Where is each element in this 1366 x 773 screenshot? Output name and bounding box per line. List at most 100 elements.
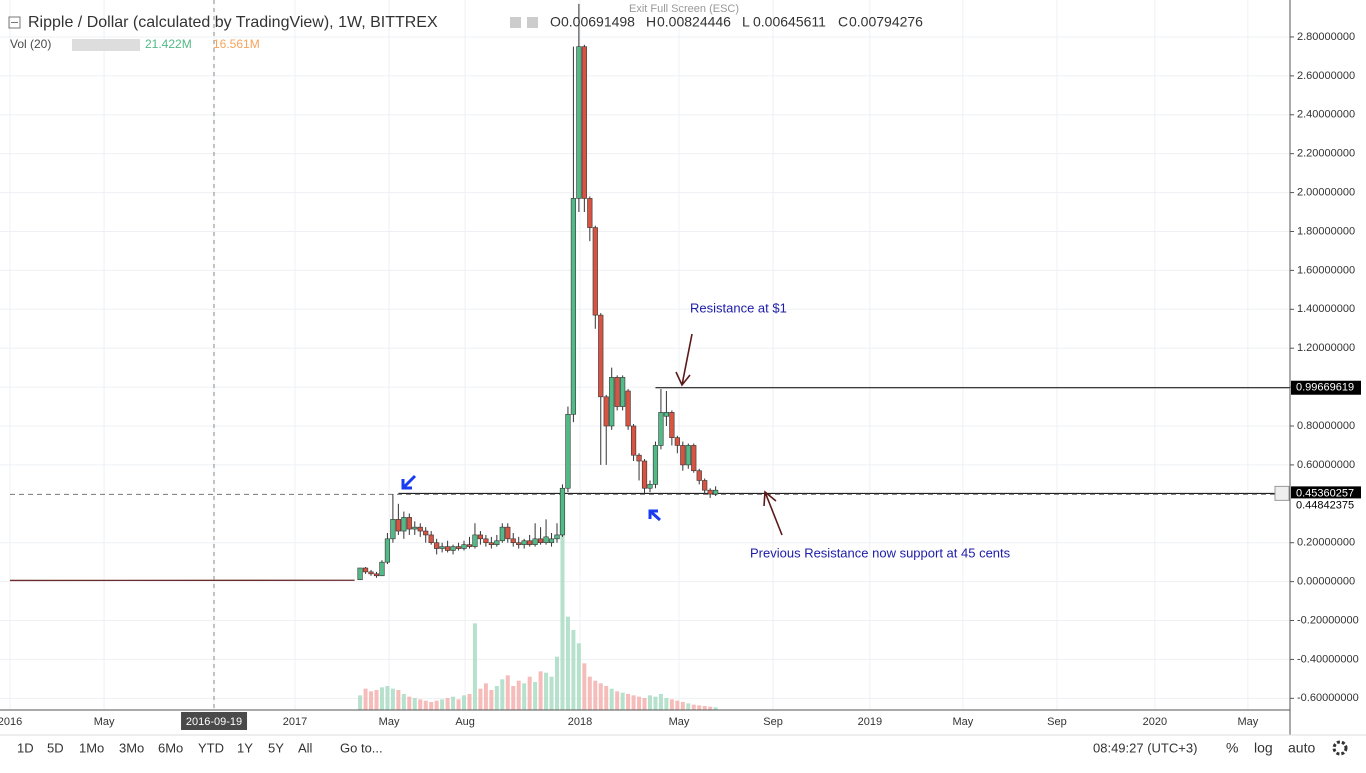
volume-bar (643, 698, 647, 710)
candle-body (511, 539, 516, 543)
volume-bar (610, 689, 614, 710)
volume-bar (539, 671, 543, 710)
volume-bar (692, 705, 696, 710)
range-button[interactable]: 5D (47, 740, 64, 755)
candle-body (549, 539, 554, 543)
candle-body (560, 488, 565, 535)
range-button[interactable]: 6Mo (158, 740, 183, 755)
auto-toggle[interactable]: auto (1288, 740, 1315, 756)
ohlc-value: 0.00794276 (849, 14, 923, 30)
y-tick-label: 0.20000000 (1297, 537, 1355, 549)
candle-body (686, 445, 691, 464)
price-label: 0.45360257 (1296, 487, 1354, 499)
candle-body (412, 527, 417, 529)
candle-body (369, 572, 374, 574)
clock: 08:49:27 (UTC+3) (1093, 740, 1197, 755)
x-tick-label: 2020 (1143, 716, 1167, 728)
candle-body (609, 377, 614, 426)
candle-body (708, 490, 713, 494)
candle-body (675, 438, 680, 446)
range-button[interactable]: 1Mo (79, 740, 104, 755)
x-tick-label: May (379, 716, 400, 728)
candle-body (505, 527, 510, 539)
volume-bar (681, 702, 685, 710)
volume-icons[interactable] (72, 39, 140, 51)
log-toggle[interactable]: log (1254, 740, 1273, 756)
candle-body (713, 490, 718, 494)
candle-body (615, 377, 620, 406)
candle-body (582, 47, 587, 199)
volume-bar (544, 673, 548, 710)
volume-bar (511, 686, 515, 710)
ohlc-value: 0.00645611 (753, 14, 826, 30)
volume-bar (429, 702, 433, 710)
volume-bar (653, 697, 657, 710)
volume-bar (440, 699, 444, 710)
candle-body (467, 545, 472, 547)
volume-bar (566, 617, 570, 710)
goto[interactable]: Go to... (340, 740, 383, 755)
candle-body (664, 412, 669, 416)
candle-body (500, 527, 505, 541)
volume-bar (522, 683, 526, 710)
volume-bar (637, 697, 641, 710)
volume-bar (626, 694, 630, 710)
x-tick-label: May (669, 716, 690, 728)
range-button[interactable]: 3Mo (119, 740, 144, 755)
volume-bar (560, 513, 564, 710)
volume-bar (555, 657, 559, 710)
candle-body (702, 480, 707, 490)
candle-body (681, 445, 686, 464)
x-tick-label: May (952, 716, 973, 728)
range-button[interactable]: 1D (17, 740, 34, 755)
price-label: 0.99669619 (1296, 382, 1354, 394)
percent-toggle[interactable]: % (1226, 740, 1238, 756)
candle-body (538, 539, 543, 543)
candle-body (588, 198, 593, 227)
candle-body (691, 445, 696, 470)
candle-body (456, 547, 461, 549)
x-tick-label: Sep (1047, 716, 1067, 728)
y-tick-label: 1.40000000 (1297, 303, 1355, 315)
add-level-button[interactable] (1275, 486, 1289, 500)
settings-icon[interactable] (527, 17, 538, 28)
annotation: Previous Resistance now support at 45 ce… (750, 545, 1011, 560)
candle-body (626, 391, 631, 426)
candle-body (555, 535, 560, 539)
volume-ma: 16.561M (213, 37, 260, 51)
volume-bar (582, 663, 586, 710)
candle-body (533, 539, 538, 545)
range-button[interactable]: 5Y (268, 740, 284, 755)
volume-bar (413, 698, 417, 710)
volume-bar (418, 699, 422, 710)
candle-body (631, 426, 636, 455)
volume-bar (385, 686, 389, 710)
volume-bar (495, 686, 499, 710)
candle-body (358, 568, 363, 580)
candle-body (374, 574, 379, 576)
ohlc-value: 0.00824446 (657, 14, 731, 30)
x-tick-label: 2016 (0, 716, 22, 728)
candle-body (620, 377, 625, 406)
volume-bar (599, 683, 603, 710)
candle-body (473, 535, 478, 547)
candle-body (577, 47, 582, 199)
range-button[interactable]: YTD (198, 740, 224, 755)
ohlc-label: L (742, 14, 750, 30)
settings-icon[interactable] (510, 17, 521, 28)
volume-bar (369, 691, 373, 710)
volume-bar (517, 681, 521, 710)
annotation: Resistance at $1 (690, 300, 787, 315)
volume-bar (571, 630, 575, 710)
volume-bar (615, 691, 619, 710)
volume-bar (664, 698, 668, 710)
candle-body (566, 414, 571, 488)
volume-bar (500, 679, 504, 710)
candle-body (637, 455, 642, 461)
volume-bar (424, 701, 428, 710)
candle-body (478, 535, 483, 539)
range-button[interactable]: All (298, 740, 313, 755)
y-tick-label: 2.60000000 (1297, 70, 1355, 82)
range-button[interactable]: 1Y (237, 740, 253, 755)
volume-bar (670, 699, 674, 710)
